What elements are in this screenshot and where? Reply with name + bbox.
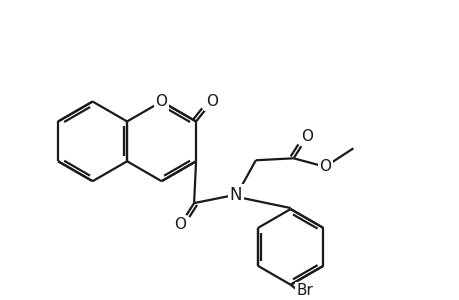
Text: O: O (155, 94, 167, 109)
Text: O: O (301, 129, 313, 144)
Text: O: O (206, 94, 218, 109)
Text: O: O (319, 159, 331, 174)
Text: O: O (174, 218, 186, 232)
Text: Br: Br (296, 283, 313, 298)
Text: N: N (229, 186, 241, 204)
